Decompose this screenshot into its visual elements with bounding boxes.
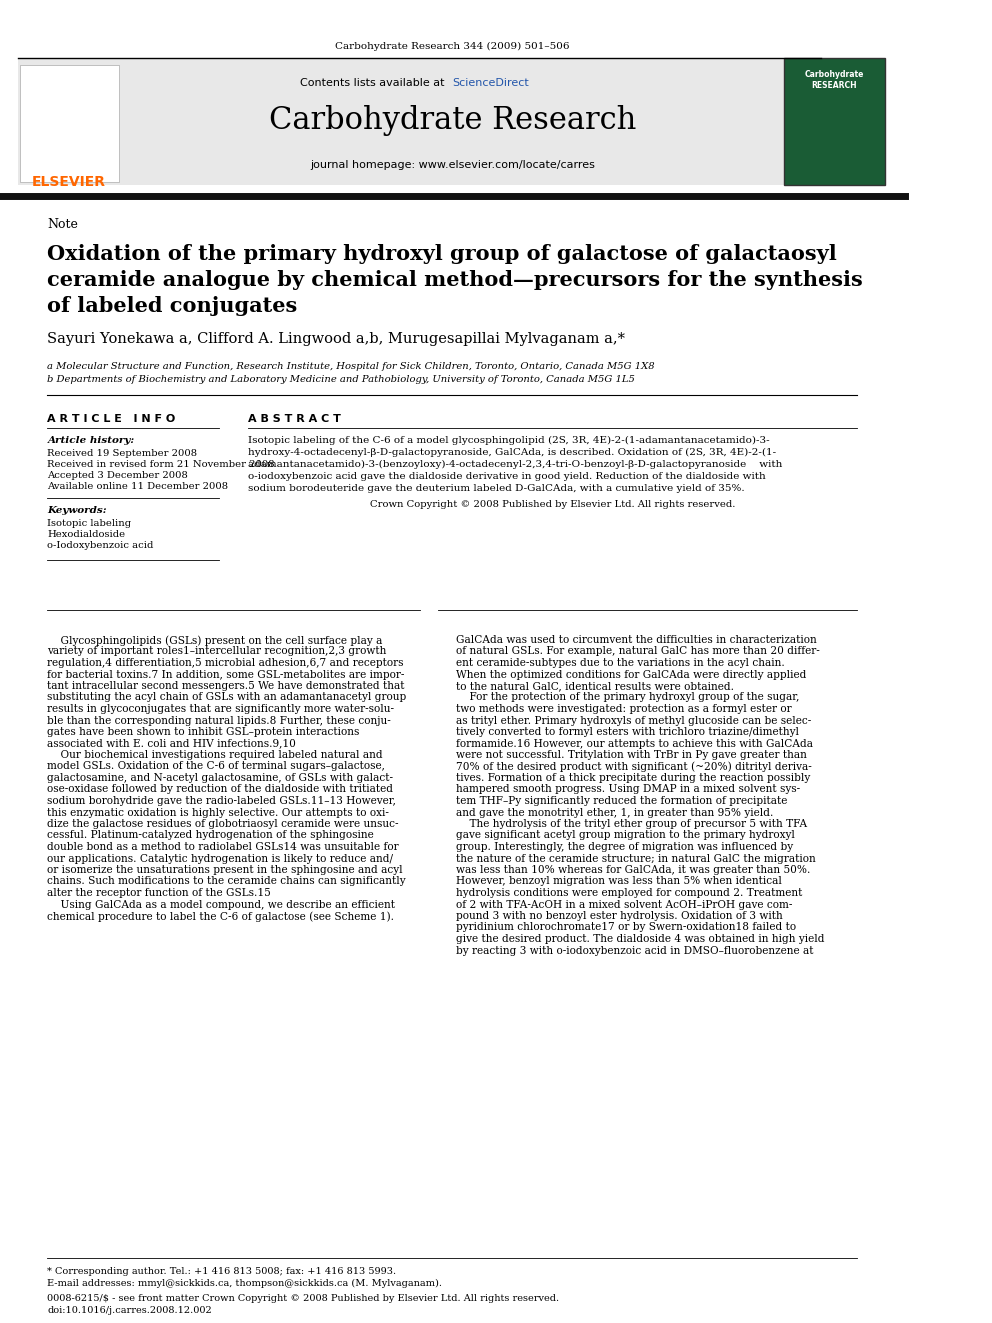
Text: GalCAda was used to circumvent the difficulties in characterization: GalCAda was used to circumvent the diffi… <box>456 635 816 646</box>
Text: sodium borodeuteride gave the deuterium labeled D-GalCAda, with a cumulative yie: sodium borodeuteride gave the deuterium … <box>248 484 745 493</box>
Text: variety of important roles1–intercellular recognition,2,3 growth: variety of important roles1–intercellula… <box>48 647 387 656</box>
Text: and gave the monotrityl ether, 1, in greater than 95% yield.: and gave the monotrityl ether, 1, in gre… <box>456 807 774 818</box>
Text: to the natural GalC, identical results were obtained.: to the natural GalC, identical results w… <box>456 681 734 691</box>
Text: gave significant acetyl group migration to the primary hydroxyl: gave significant acetyl group migration … <box>456 831 795 840</box>
Text: this enzymatic oxidation is highly selective. Our attempts to oxi-: this enzymatic oxidation is highly selec… <box>48 807 389 818</box>
Text: chemical procedure to label the C-6 of galactose (see Scheme 1).: chemical procedure to label the C-6 of g… <box>48 912 395 922</box>
Text: a Molecular Structure and Function, Research Institute, Hospital for Sick Childr: a Molecular Structure and Function, Rese… <box>48 363 655 370</box>
Text: hydroxy-4-octadecenyl-β-D-galactopyranoside, GalCAda, is described. Oxidation of: hydroxy-4-octadecenyl-β-D-galactopyranos… <box>248 448 776 458</box>
Text: Contents lists available at: Contents lists available at <box>300 78 447 89</box>
Text: by reacting 3 with o-iodoxybenzoic acid in DMSO–fluorobenzene at: by reacting 3 with o-iodoxybenzoic acid … <box>456 946 813 955</box>
Text: * Corresponding author. Tel.: +1 416 813 5008; fax: +1 416 813 5993.: * Corresponding author. Tel.: +1 416 813… <box>48 1267 397 1275</box>
Text: formamide.16 However, our attempts to achieve this with GalCAda: formamide.16 However, our attempts to ac… <box>456 738 813 749</box>
Text: pyridinium chlorochromate17 or by Swern-oxidation18 failed to: pyridinium chlorochromate17 or by Swern-… <box>456 922 797 933</box>
Text: o-iodoxybenzoic acid gave the dialdoside derivative in good yield. Reduction of : o-iodoxybenzoic acid gave the dialdoside… <box>248 472 766 482</box>
Text: Carbohydrate
RESEARCH: Carbohydrate RESEARCH <box>805 70 864 90</box>
Text: tives. Formation of a thick precipitate during the reaction possibly: tives. Formation of a thick precipitate … <box>456 773 810 783</box>
Text: hydrolysis conditions were employed for compound 2. Treatment: hydrolysis conditions were employed for … <box>456 888 803 898</box>
Text: Article history:: Article history: <box>48 437 135 445</box>
Text: Note: Note <box>48 218 78 232</box>
Text: or isomerize the unsaturations present in the sphingosine and acyl: or isomerize the unsaturations present i… <box>48 865 403 875</box>
Text: hampered smooth progress. Using DMAP in a mixed solvent sys-: hampered smooth progress. Using DMAP in … <box>456 785 801 795</box>
Text: A R T I C L E   I N F O: A R T I C L E I N F O <box>48 414 176 423</box>
Text: galactosamine, and N-acetyl galactosamine, of GSLs with galact-: galactosamine, and N-acetyl galactosamin… <box>48 773 394 783</box>
Text: 70% of the desired product with significant (~20%) ditrityl deriva-: 70% of the desired product with signific… <box>456 762 811 773</box>
Text: of 2 with TFA-AcOH in a mixed solvent AcOH–iPrOH gave com-: of 2 with TFA-AcOH in a mixed solvent Ac… <box>456 900 793 909</box>
Text: ble than the corresponding natural lipids.8 Further, these conju-: ble than the corresponding natural lipid… <box>48 716 391 725</box>
Text: Received 19 September 2008: Received 19 September 2008 <box>48 448 197 458</box>
Text: o-Iodoxybenzoic acid: o-Iodoxybenzoic acid <box>48 541 154 550</box>
Text: of natural GSLs. For example, natural GalC has more than 20 differ-: of natural GSLs. For example, natural Ga… <box>456 647 819 656</box>
Text: Isotopic labeling: Isotopic labeling <box>48 519 132 528</box>
Text: 0008-6215/$ - see front matter Crown Copyright © 2008 Published by Elsevier Ltd.: 0008-6215/$ - see front matter Crown Cop… <box>48 1294 559 1303</box>
Text: tant intracellular second messengers.5 We have demonstrated that: tant intracellular second messengers.5 W… <box>48 681 405 691</box>
Text: Crown Copyright © 2008 Published by Elsevier Ltd. All rights reserved.: Crown Copyright © 2008 Published by Else… <box>370 500 735 509</box>
Text: However, benzoyl migration was less than 5% when identical: However, benzoyl migration was less than… <box>456 877 782 886</box>
Text: Using GalCAda as a model compound, we describe an efficient: Using GalCAda as a model compound, we de… <box>48 900 396 909</box>
Text: cessful. Platinum-catalyzed hydrogenation of the sphingosine: cessful. Platinum-catalyzed hydrogenatio… <box>48 831 374 840</box>
Text: ELSEVIER: ELSEVIER <box>32 175 105 189</box>
Text: Carbohydrate Research: Carbohydrate Research <box>269 105 636 136</box>
Text: regulation,4 differentiation,5 microbial adhesion,6,7 and receptors: regulation,4 differentiation,5 microbial… <box>48 658 404 668</box>
Text: Isotopic labeling of the C-6 of a model glycosphingolipid (2S, 3R, 4E)-2-(1-adam: Isotopic labeling of the C-6 of a model … <box>248 437 770 445</box>
Text: results in glycoconjugates that are significantly more water-solu-: results in glycoconjugates that are sign… <box>48 704 395 714</box>
Text: gates have been shown to inhibit GSL–protein interactions: gates have been shown to inhibit GSL–pro… <box>48 728 360 737</box>
Text: The hydrolysis of the trityl ether group of precursor 5 with TFA: The hydrolysis of the trityl ether group… <box>456 819 807 830</box>
Text: the nature of the ceramide structure; in natural GalC the migration: the nature of the ceramide structure; in… <box>456 853 815 864</box>
Text: Oxidation of the primary hydroxyl group of galactose of galactaosyl: Oxidation of the primary hydroxyl group … <box>48 243 837 265</box>
Text: double bond as a method to radiolabel GSLs14 was unsuitable for: double bond as a method to radiolabel GS… <box>48 841 399 852</box>
Text: Carbohydrate Research 344 (2009) 501–506: Carbohydrate Research 344 (2009) 501–506 <box>335 42 569 52</box>
Text: of labeled conjugates: of labeled conjugates <box>48 296 298 316</box>
Text: alter the receptor function of the GSLs.15: alter the receptor function of the GSLs.… <box>48 888 271 898</box>
Text: adamantanacetamido)-3-(benzoyloxy)-4-octadecenyl-2,3,4-tri-O-benzoyl-β-D-galacto: adamantanacetamido)-3-(benzoyloxy)-4-oct… <box>248 460 783 470</box>
Text: tem THF–Py significantly reduced the formation of precipitate: tem THF–Py significantly reduced the for… <box>456 796 788 806</box>
Text: sodium borohydride gave the radio-labeled GSLs.11–13 However,: sodium borohydride gave the radio-labele… <box>48 796 396 806</box>
Text: Our biochemical investigations required labeled natural and: Our biochemical investigations required … <box>48 750 383 759</box>
Text: Available online 11 December 2008: Available online 11 December 2008 <box>48 482 228 491</box>
Text: Glycosphingolipids (GSLs) present on the cell surface play a: Glycosphingolipids (GSLs) present on the… <box>48 635 383 646</box>
Text: ceramide analogue by chemical method—precursors for the synthesis: ceramide analogue by chemical method—pre… <box>48 270 863 290</box>
Bar <box>18 58 785 185</box>
Text: model GSLs. Oxidation of the C-6 of terminal sugars–galactose,: model GSLs. Oxidation of the C-6 of term… <box>48 762 385 771</box>
Text: journal homepage: www.elsevier.com/locate/carres: journal homepage: www.elsevier.com/locat… <box>310 160 595 169</box>
Text: Hexodialdoside: Hexodialdoside <box>48 531 126 538</box>
Text: Received in revised form 21 November 2008: Received in revised form 21 November 200… <box>48 460 275 468</box>
Text: chains. Such modifications to the ceramide chains can significantly: chains. Such modifications to the cerami… <box>48 877 406 886</box>
Text: were not successful. Tritylation with TrBr in Py gave greater than: were not successful. Tritylation with Tr… <box>456 750 806 759</box>
Text: ent ceramide-subtypes due to the variations in the acyl chain.: ent ceramide-subtypes due to the variati… <box>456 658 785 668</box>
Text: our applications. Catalytic hydrogenation is likely to reduce and/: our applications. Catalytic hydrogenatio… <box>48 853 394 864</box>
Text: give the desired product. The dialdoside 4 was obtained in high yield: give the desired product. The dialdoside… <box>456 934 824 945</box>
Bar <box>785 58 885 185</box>
Bar <box>20 65 119 183</box>
Text: two methods were investigated: protection as a formyl ester or: two methods were investigated: protectio… <box>456 704 792 714</box>
Text: pound 3 with no benzoyl ester hydrolysis. Oxidation of 3 with: pound 3 with no benzoyl ester hydrolysis… <box>456 912 783 921</box>
Text: A B S T R A C T: A B S T R A C T <box>248 414 341 423</box>
Text: dize the galactose residues of globotriaosyl ceramide were unsuc-: dize the galactose residues of globotria… <box>48 819 399 830</box>
Text: Sayuri Yonekawa a, Clifford A. Lingwood a,b, Murugesapillai Mylvaganam a,*: Sayuri Yonekawa a, Clifford A. Lingwood … <box>48 332 625 347</box>
Text: b Departments of Biochemistry and Laboratory Medicine and Pathobiology, Universi: b Departments of Biochemistry and Labora… <box>48 374 635 384</box>
Text: group. Interestingly, the degree of migration was influenced by: group. Interestingly, the degree of migr… <box>456 841 794 852</box>
Text: as trityl ether. Primary hydroxyls of methyl glucoside can be selec-: as trityl ether. Primary hydroxyls of me… <box>456 716 811 725</box>
Text: tively converted to formyl esters with trichloro triazine/dimethyl: tively converted to formyl esters with t… <box>456 728 799 737</box>
Text: ose-oxidase followed by reduction of the dialdoside with tritiated: ose-oxidase followed by reduction of the… <box>48 785 394 795</box>
Text: doi:10.1016/j.carres.2008.12.002: doi:10.1016/j.carres.2008.12.002 <box>48 1306 212 1315</box>
Text: substituting the acyl chain of GSLs with an adamantanacetyl group: substituting the acyl chain of GSLs with… <box>48 692 407 703</box>
Text: was less than 10% whereas for GalCAda, it was greater than 50%.: was less than 10% whereas for GalCAda, i… <box>456 865 810 875</box>
Text: Keywords:: Keywords: <box>48 505 107 515</box>
Text: E-mail addresses: mmyl@sickkids.ca, thompson@sickkids.ca (M. Mylvaganam).: E-mail addresses: mmyl@sickkids.ca, thom… <box>48 1279 442 1289</box>
Text: For the protection of the primary hydroxyl group of the sugar,: For the protection of the primary hydrox… <box>456 692 800 703</box>
Text: ScienceDirect: ScienceDirect <box>452 78 529 89</box>
Text: Accepted 3 December 2008: Accepted 3 December 2008 <box>48 471 188 480</box>
Text: associated with E. coli and HIV infections.9,10: associated with E. coli and HIV infectio… <box>48 738 297 749</box>
Text: for bacterial toxins.7 In addition, some GSL-metabolites are impor-: for bacterial toxins.7 In addition, some… <box>48 669 405 680</box>
Text: When the optimized conditions for GalCAda were directly applied: When the optimized conditions for GalCAd… <box>456 669 806 680</box>
